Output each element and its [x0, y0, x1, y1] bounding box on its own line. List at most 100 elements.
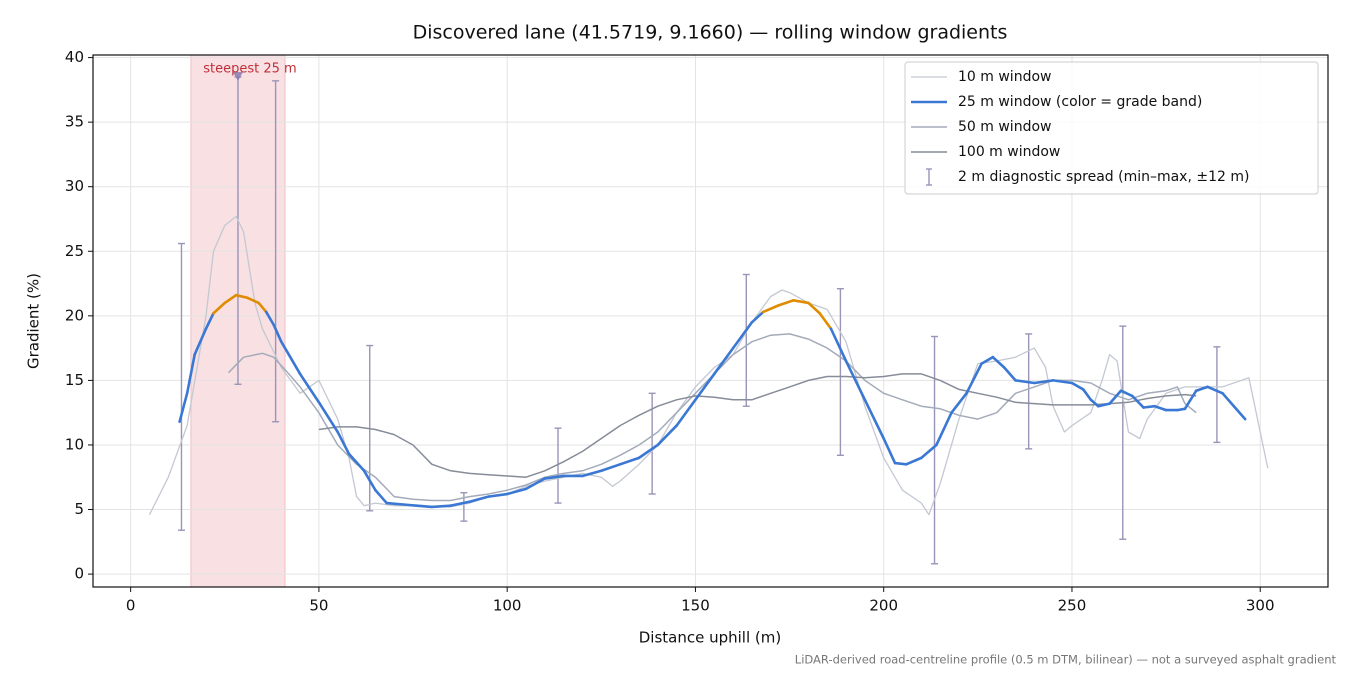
y-tick-label: 15: [65, 371, 84, 389]
line-segment: [935, 411, 953, 447]
line-segment: [863, 398, 886, 440]
annotation-text: steepest 25 m: [203, 61, 296, 76]
error-bar: [554, 427, 562, 504]
line-segment: [430, 504, 452, 509]
x-tick-label: 50: [309, 597, 328, 615]
x-tick-label: 0: [126, 597, 136, 615]
series-line: [148, 215, 1269, 516]
line-segment: [1194, 385, 1209, 393]
series-line: [318, 373, 1197, 478]
legend: 10 m window 25 m window (color = grade ba…: [904, 61, 1319, 195]
line-segment: [1081, 388, 1093, 402]
line-segment: [776, 299, 795, 307]
line-segment: [449, 500, 471, 507]
y-tick-label: 10: [65, 435, 84, 453]
line-segment: [374, 488, 388, 505]
line-segment: [1033, 379, 1055, 385]
line-segment: [543, 474, 565, 480]
legend-label: 25 m window (color = grade band): [958, 94, 1202, 110]
line-segment: [980, 355, 995, 365]
line-segment: [1002, 366, 1017, 382]
line-segment: [505, 487, 528, 496]
line-segment: [750, 310, 765, 324]
line-segment: [336, 430, 351, 456]
line-segment: [223, 293, 238, 305]
error-bar: [1025, 333, 1033, 450]
error-bar: [177, 242, 185, 531]
line-segment: [1142, 404, 1157, 409]
error-bar: [272, 80, 280, 423]
line-segment: [731, 320, 754, 350]
line-segment: [193, 327, 208, 356]
line-segment: [178, 392, 189, 424]
line-segment: [185, 353, 196, 395]
line-segment: [904, 456, 923, 466]
error-bar: [742, 273, 750, 407]
legend-label: 100 m window: [958, 144, 1060, 160]
line-segment: [287, 353, 302, 376]
line-segment: [818, 311, 833, 331]
x-axis-label: Distance uphill (m): [639, 629, 781, 647]
line-segment: [1051, 379, 1074, 385]
line-segment: [246, 296, 260, 305]
line-segment: [1070, 381, 1085, 391]
legend-label: 2 m diagnostic spread (min–max, ±12 m): [958, 169, 1249, 185]
plot-frame: [92, 54, 1329, 588]
line-segment: [204, 311, 215, 331]
y-tick-label: 0: [74, 565, 84, 583]
line-segment: [347, 452, 366, 473]
y-tick-label: 25: [65, 242, 84, 260]
y-tick-label: 5: [74, 500, 84, 518]
line-segment: [829, 327, 848, 363]
line-segment: [581, 469, 603, 478]
error-bar: [1213, 346, 1221, 444]
line-segment: [807, 301, 821, 315]
line-segment: [920, 443, 938, 460]
line-segment: [694, 372, 716, 402]
line-segment: [264, 310, 276, 327]
line-segment: [675, 398, 697, 427]
line-segment: [415, 504, 434, 509]
line-segment: [1130, 394, 1145, 409]
x-tick-label: 150: [681, 597, 710, 615]
line-segment: [1221, 392, 1236, 408]
y-tick-label: 30: [65, 177, 84, 195]
legend-frame: [904, 61, 1319, 195]
line-segment: [712, 346, 735, 376]
line-segment: [893, 461, 908, 466]
line-segment: [1089, 398, 1100, 408]
line-segment: [279, 340, 291, 356]
line-segment: [362, 469, 377, 492]
y-tick-label: 40: [65, 48, 84, 66]
chart-title: Discovered lane (41.5719, 9.1660) — roll…: [413, 22, 1008, 44]
line-segment: [882, 437, 897, 465]
line-segment: [298, 372, 321, 404]
line-segment: [1119, 389, 1134, 398]
line-segment: [600, 463, 622, 473]
line-segment: [1108, 389, 1123, 405]
line-segment: [991, 355, 1006, 369]
line-segment: [1232, 404, 1247, 421]
series-line: [227, 333, 1197, 502]
line-segment: [792, 299, 810, 305]
line-segment: [1097, 402, 1111, 408]
error-bar: [648, 392, 656, 495]
x-tick-label: 250: [1058, 597, 1087, 615]
line-segment: [965, 362, 983, 395]
error-bar: [1119, 325, 1127, 540]
line-segment: [761, 304, 780, 314]
line-segment: [385, 501, 404, 506]
line-segment: [212, 301, 227, 315]
line-segment: [234, 293, 249, 300]
line-segment: [487, 492, 509, 498]
error-bar: [836, 288, 844, 456]
line-segment: [400, 503, 419, 507]
y-axis-label: Gradient (%): [25, 273, 43, 369]
line-segment: [257, 301, 268, 314]
annotation-marker: [232, 71, 243, 81]
line-segment: [1206, 385, 1224, 395]
line-segment: [468, 495, 490, 504]
line-segment: [272, 323, 283, 343]
x-tick-label: 300: [1246, 597, 1275, 615]
